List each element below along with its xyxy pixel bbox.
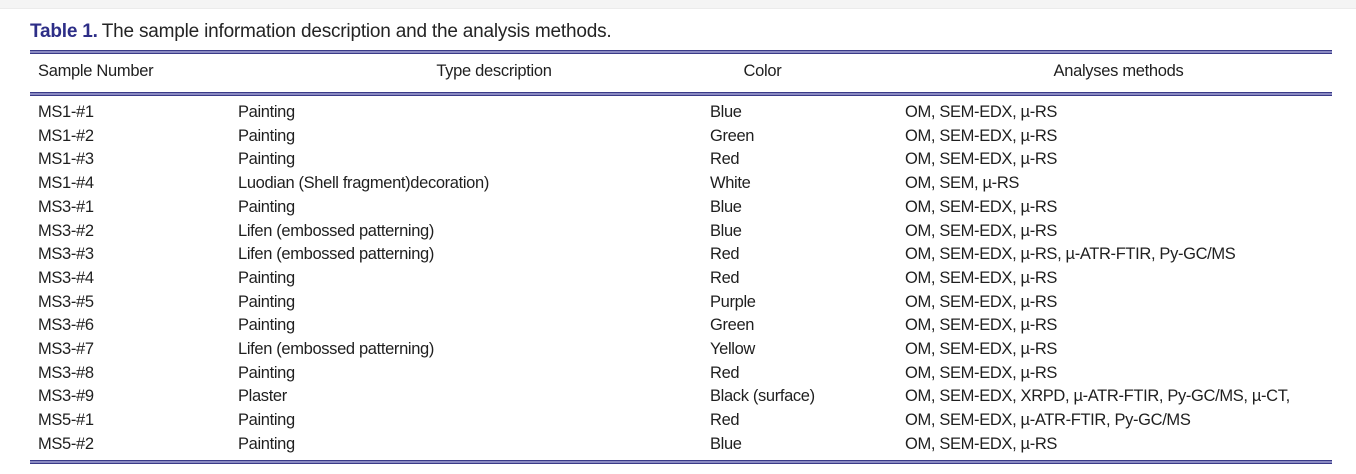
table-row: MS3-#2 Lifen (embossed patterning) Blue … [30, 220, 1332, 244]
cell-analyses-methods: OM, SEM-EDX, µ-RS [905, 197, 1058, 216]
cell-color: Blue [710, 221, 742, 240]
table-bottom-rule [30, 459, 1332, 464]
cell-type-description: Painting [238, 292, 295, 311]
table-top-rule [30, 50, 1332, 54]
cell-color: Red [710, 245, 740, 264]
cell-sample-number: MS1-#4 [38, 174, 94, 193]
cell-color: Blue [710, 197, 742, 216]
table-row: MS3-#6 Painting Green OM, SEM-EDX, µ-RS [30, 314, 1332, 338]
table-row: MS5-#1 Painting Red OM, SEM-EDX, µ-ATR-F… [30, 409, 1332, 433]
cell-analyses-methods: OM, SEM-EDX, µ-RS [905, 363, 1058, 382]
table-row: MS3-#8 Painting Red OM, SEM-EDX, µ-RS [30, 362, 1332, 386]
cell-sample-number: MS3-#4 [38, 268, 94, 287]
cell-sample-number: MS3-#8 [38, 363, 94, 382]
table-row: MS3-#5 Painting Purple OM, SEM-EDX, µ-RS [30, 291, 1332, 315]
table-row: MS3-#3 Lifen (embossed patterning) Red O… [30, 243, 1332, 267]
cell-sample-number: MS1-#1 [38, 103, 94, 121]
table-caption-text: The sample information description and t… [101, 21, 612, 42]
cell-sample-number: MS3-#1 [38, 197, 94, 216]
cell-sample-number: MS5-#1 [38, 411, 94, 430]
cell-type-description: Painting [238, 268, 295, 287]
sample-information-table-body: MS1-#1 Painting Blue OM, SEM-EDX, µ-RS M… [30, 99, 1332, 457]
cell-type-description: Painting [238, 411, 295, 430]
cell-type-description: Lifen (embossed patterning) [238, 340, 435, 359]
cell-analyses-methods: OM, SEM-EDX, µ-ATR-FTIR, Py-GC/MS [905, 411, 1191, 430]
cell-analyses-methods: OM, SEM-EDX, µ-RS [905, 221, 1058, 240]
cell-color: Red [710, 268, 740, 287]
table-row: MS3-#7 Lifen (embossed patterning) Yello… [30, 338, 1332, 362]
cell-sample-number: MS3-#5 [38, 292, 94, 311]
cell-sample-number: MS3-#7 [38, 340, 94, 359]
cell-color: White [710, 174, 751, 193]
cell-color: Green [710, 316, 755, 335]
cell-analyses-methods: OM, SEM-EDX, µ-RS [905, 434, 1058, 453]
table-row: MS1-#1 Painting Blue OM, SEM-EDX, µ-RS [30, 100, 1332, 125]
table-row: MS5-#2 Painting Blue OM, SEM-EDX, µ-RS [30, 433, 1332, 457]
cell-sample-number: MS3-#2 [38, 221, 94, 240]
cell-analyses-methods: OM, SEM-EDX, XRPD, µ-ATR-FTIR, Py-GC/MS,… [905, 387, 1290, 406]
table-row: MS1-#4 Luodian (Shell fragment)decoratio… [30, 172, 1332, 196]
page-top-strip [0, 0, 1356, 9]
cell-analyses-methods: OM, SEM-EDX, µ-RS, µ-ATR-FTIR, Py-GC/MS [905, 245, 1236, 264]
cell-color: Black (surface) [710, 387, 815, 406]
column-header-color: Color [743, 62, 782, 80]
cell-color: Red [710, 411, 740, 430]
cell-color: Blue [710, 434, 742, 453]
cell-color: Yellow [710, 340, 755, 359]
table-row: MS1-#3 Painting Red OM, SEM-EDX, µ-RS [30, 148, 1332, 172]
cell-type-description: Painting [238, 126, 295, 145]
cell-analyses-methods: OM, SEM, µ-RS [905, 174, 1020, 193]
cell-sample-number: MS1-#2 [38, 126, 94, 145]
cell-sample-number: MS5-#2 [38, 434, 94, 453]
cell-color: Blue [710, 103, 742, 121]
table-container: Table 1. The sample information descripti… [30, 21, 1332, 464]
cell-analyses-methods: OM, SEM-EDX, µ-RS [905, 268, 1058, 287]
table-row: MS1-#2 Painting Green OM, SEM-EDX, µ-RS [30, 125, 1332, 149]
cell-type-description: Luodian (Shell fragment)decoration) [238, 174, 489, 193]
cell-type-description: Painting [238, 434, 295, 453]
cell-type-description: Plaster [238, 387, 287, 406]
cell-sample-number: MS1-#3 [38, 150, 94, 169]
sample-information-table: Sample Number Type description Color Ana… [30, 54, 1332, 92]
table-row: MS3-#9 Plaster Black (surface) OM, SEM-E… [30, 385, 1332, 409]
cell-type-description: Painting [238, 103, 295, 121]
table-header-rule [30, 92, 1332, 96]
cell-type-description: Lifen (embossed patterning) [238, 245, 435, 264]
cell-analyses-methods: OM, SEM-EDX, µ-RS [905, 340, 1058, 359]
cell-analyses-methods: OM, SEM-EDX, µ-RS [905, 126, 1058, 145]
cell-sample-number: MS3-#3 [38, 245, 94, 264]
cell-type-description: Painting [238, 363, 295, 382]
cell-type-description: Lifen (embossed patterning) [238, 221, 435, 240]
cell-type-description: Painting [238, 197, 295, 216]
cell-type-description: Painting [238, 316, 295, 335]
header-row: Sample Number Type description Color Ana… [30, 54, 1332, 92]
cell-type-description: Painting [238, 150, 295, 169]
table-row: MS3-#4 Painting Red OM, SEM-EDX, µ-RS [30, 267, 1332, 291]
cell-analyses-methods: OM, SEM-EDX, µ-RS [905, 292, 1058, 311]
cell-color: Purple [710, 292, 756, 311]
table-caption: Table 1. The sample information descripti… [30, 21, 1332, 43]
cell-sample-number: MS3-#6 [38, 316, 94, 335]
table-caption-label: Table 1. [30, 21, 98, 42]
column-header-sample-number: Sample Number [38, 62, 154, 80]
cell-color: Green [710, 126, 755, 145]
cell-color: Red [710, 150, 740, 169]
table-row: MS3-#1 Painting Blue OM, SEM-EDX, µ-RS [30, 196, 1332, 220]
cell-analyses-methods: OM, SEM-EDX, µ-RS [905, 316, 1058, 335]
column-header-analyses-methods: Analyses methods [1053, 62, 1184, 80]
column-header-type-description: Type description [436, 62, 552, 80]
cell-analyses-methods: OM, SEM-EDX, µ-RS [905, 103, 1058, 121]
cell-analyses-methods: OM, SEM-EDX, µ-RS [905, 150, 1058, 169]
cell-sample-number: MS3-#9 [38, 387, 94, 406]
cell-color: Red [710, 363, 740, 382]
